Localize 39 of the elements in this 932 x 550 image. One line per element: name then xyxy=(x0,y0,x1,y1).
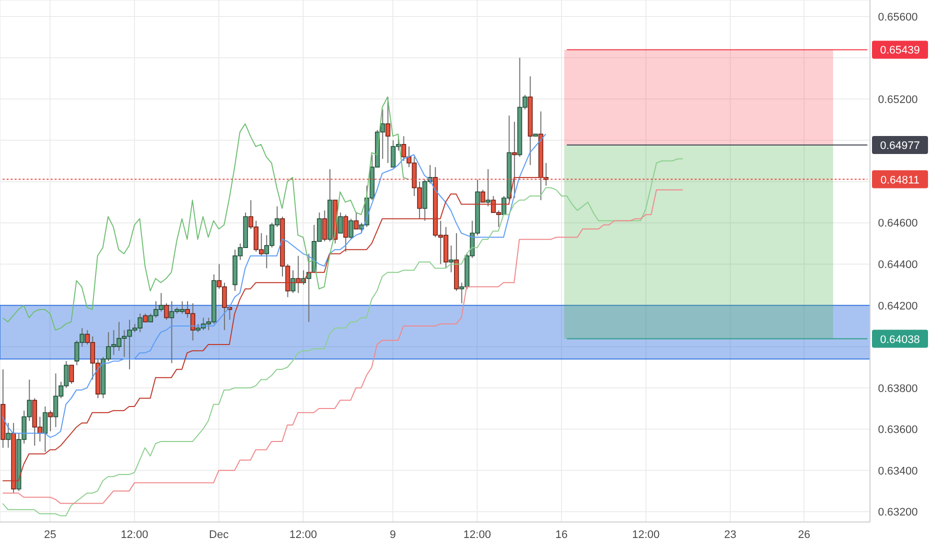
candlestick xyxy=(164,302,169,320)
x-tick-label: 12:00 xyxy=(120,528,148,541)
x-tick-label: Dec xyxy=(209,528,230,541)
candlestick xyxy=(343,214,348,252)
x-tick-label: 12:00 xyxy=(632,528,660,541)
ref-line-label: 0.64977 xyxy=(880,140,920,152)
x-tick-label: 26 xyxy=(798,528,810,541)
candlestick xyxy=(354,212,359,230)
candlestick xyxy=(480,189,486,203)
y-tick-label: 0.63200 xyxy=(878,506,918,519)
y-tick-label: 0.63400 xyxy=(878,465,918,478)
y-tick-label: 0.63800 xyxy=(878,382,918,395)
ref-line-label: 0.64038 xyxy=(880,334,920,346)
x-tick-label: 23 xyxy=(724,528,736,541)
y-tick-label: 0.65600 xyxy=(878,11,918,24)
y-tick-label: 0.64600 xyxy=(878,218,918,230)
x-tick-label: 12:00 xyxy=(289,528,317,541)
candlestick xyxy=(322,210,328,242)
candlestick xyxy=(6,422,11,448)
candlestick xyxy=(69,364,74,384)
candlestick xyxy=(48,410,53,432)
candlestick xyxy=(348,218,354,240)
y-tick-label: 0.65200 xyxy=(878,94,918,106)
y-tick-label: 0.63600 xyxy=(878,424,918,436)
x-tick-label: 25 xyxy=(44,528,56,541)
candlestick xyxy=(290,270,296,294)
candlestick xyxy=(338,212,343,234)
candlestick xyxy=(486,168,490,207)
ref-line-label: 0.64811 xyxy=(880,174,920,186)
x-tick-label: 9 xyxy=(390,528,396,541)
y-tick-label: 0.64400 xyxy=(878,259,918,271)
x-tick-label: 16 xyxy=(555,528,568,541)
line-series xyxy=(2,96,410,331)
y-tick-label: 0.64200 xyxy=(878,300,918,312)
candlestick xyxy=(448,245,454,273)
candlestick xyxy=(386,96,390,164)
ref-line-label: 0.65439 xyxy=(880,44,920,57)
candlestick xyxy=(42,406,48,452)
x-tick-label: 12:00 xyxy=(463,528,491,541)
